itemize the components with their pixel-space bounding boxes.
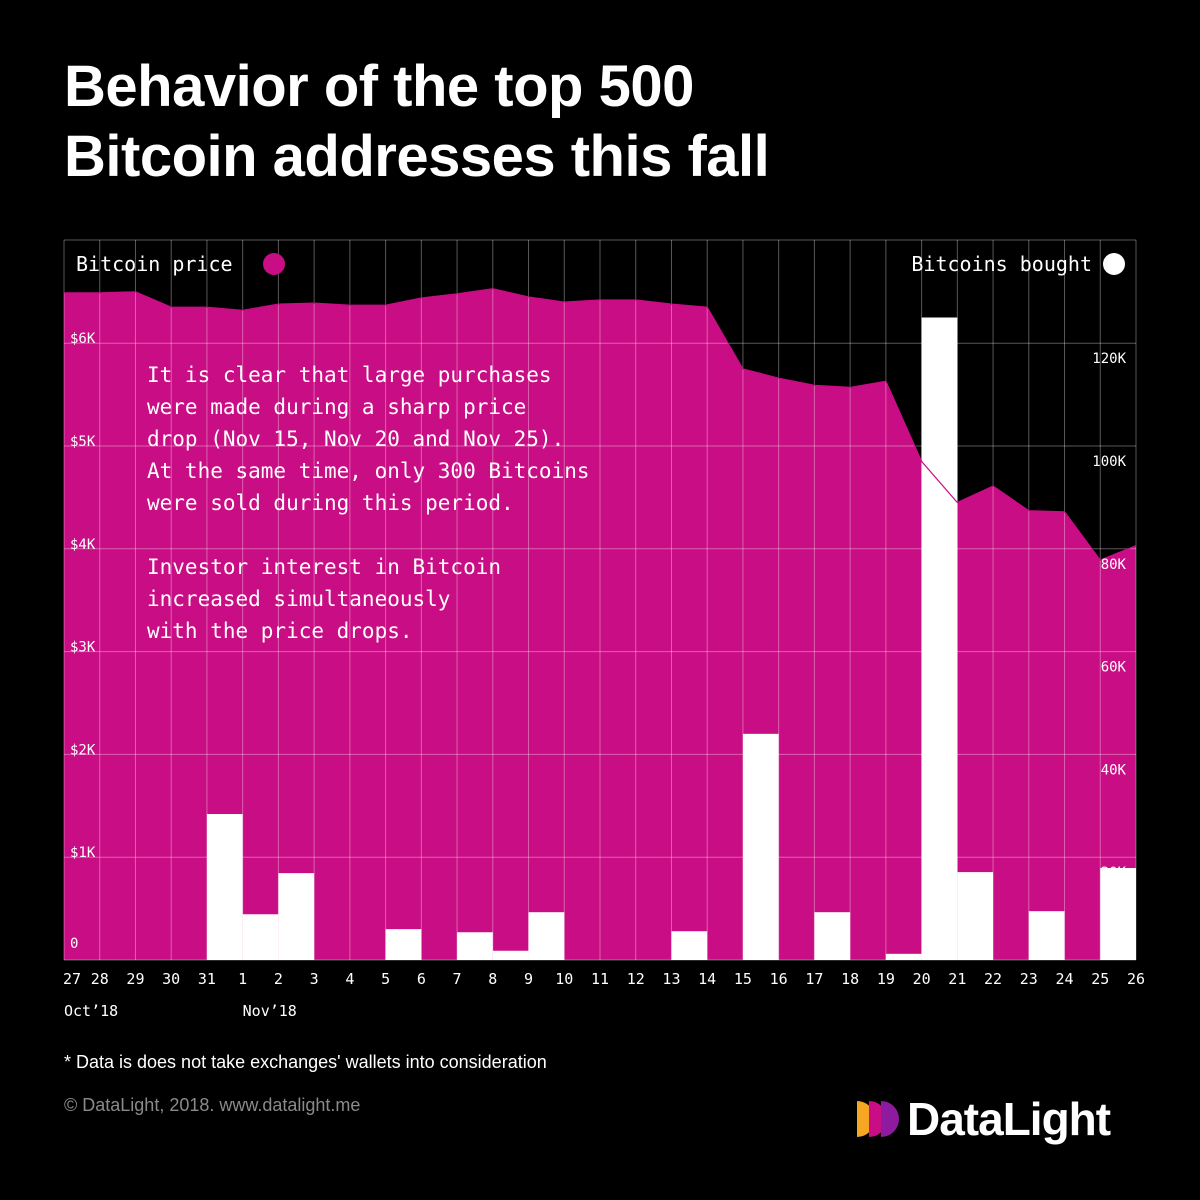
title-line-2: Bitcoin addresses this fall bbox=[64, 124, 770, 189]
datalight-logo: DataLight bbox=[855, 1092, 1111, 1146]
bought-bar bbox=[242, 914, 279, 960]
x-axis-tick: 8 bbox=[488, 970, 497, 988]
bought-bar bbox=[957, 872, 994, 960]
x-axis-tick: 5 bbox=[381, 970, 390, 988]
right-axis-tick: 40K bbox=[1101, 762, 1127, 778]
x-axis-tick: 9 bbox=[524, 970, 533, 988]
x-axis-tick: 18 bbox=[841, 970, 859, 988]
right-axis-tick: 20K bbox=[1101, 865, 1127, 881]
x-axis-tick: 21 bbox=[948, 970, 966, 988]
x-axis-tick: 22 bbox=[984, 970, 1002, 988]
x-axis-month-label: Oct’18 bbox=[64, 1002, 118, 1020]
copyright: © DataLight, 2018. www.datalight.me bbox=[64, 1095, 361, 1115]
annotation-line: increased simultaneously bbox=[147, 587, 450, 611]
footnote: * Data is does not take exchanges' walle… bbox=[64, 1052, 547, 1072]
x-axis-tick: 11 bbox=[591, 970, 609, 988]
annotation-line: drop (Nov 15, Nov 20 and Nov 25). bbox=[147, 427, 564, 451]
logo-text: DataLight bbox=[907, 1093, 1111, 1145]
x-axis-tick: 1 bbox=[238, 970, 247, 988]
annotation-line: were made during a sharp price bbox=[147, 395, 526, 419]
x-axis-tick: 16 bbox=[770, 970, 788, 988]
x-axis-tick: 17 bbox=[805, 970, 823, 988]
left-axis-tick: $3K bbox=[70, 640, 96, 656]
x-axis-tick: 10 bbox=[555, 970, 573, 988]
x-axis-tick: 24 bbox=[1056, 970, 1074, 988]
x-axis-tick: 30 bbox=[162, 970, 180, 988]
bought-bar bbox=[671, 931, 708, 960]
left-axis-tick: $5K bbox=[70, 434, 96, 450]
annotation-line: were sold during this period. bbox=[147, 491, 514, 515]
bought-bar bbox=[457, 932, 493, 960]
left-axis-tick: $6K bbox=[70, 331, 96, 347]
left-axis-tick: 0 bbox=[70, 936, 78, 952]
price-area bbox=[64, 288, 1136, 960]
bought-bar bbox=[528, 912, 565, 960]
right-axis-tick: 80K bbox=[1101, 557, 1127, 573]
x-axis-tick: 19 bbox=[877, 970, 895, 988]
bought-bar bbox=[206, 814, 243, 960]
bought-bar bbox=[814, 912, 851, 960]
x-axis-tick: 6 bbox=[417, 970, 426, 988]
x-axis-tick: 23 bbox=[1020, 970, 1038, 988]
left-axis-tick: $1K bbox=[70, 845, 96, 861]
bought-bar bbox=[921, 317, 958, 960]
x-axis-tick: 20 bbox=[913, 970, 931, 988]
bought-bar bbox=[492, 950, 529, 960]
x-axis-tick: 28 bbox=[91, 970, 109, 988]
x-axis-tick: 4 bbox=[345, 970, 354, 988]
x-axis-tick: 25 bbox=[1091, 970, 1109, 988]
x-axis-tick: 2 bbox=[274, 970, 283, 988]
chart: 0 $1K $2K $3K $4K $5K $6K 20K 40K 60K 80K 100K 120K 2… bbox=[63, 239, 1145, 1020]
left-axis-tick: $4K bbox=[70, 537, 96, 553]
legend-price-dot-icon bbox=[263, 253, 285, 275]
x-axis-tick: 12 bbox=[627, 970, 645, 988]
annotation-line: It is clear that large purchases bbox=[147, 363, 552, 387]
annotation-line: with the price drops. bbox=[147, 619, 413, 643]
x-axis-tick: 27 bbox=[63, 970, 81, 988]
x-axis-tick: 14 bbox=[698, 970, 716, 988]
annotation-line: Investor interest in Bitcoin bbox=[147, 555, 501, 579]
x-axis-month-label: Nov’18 bbox=[243, 1002, 297, 1020]
legend-price-label: Bitcoin price bbox=[76, 252, 233, 276]
price-line bbox=[64, 288, 1137, 561]
bought-bar bbox=[885, 953, 922, 960]
page-title: Behavior of the top 500 Bitcoin addresse… bbox=[64, 52, 770, 192]
x-axis-tick: 29 bbox=[126, 970, 144, 988]
bought-bar bbox=[278, 873, 315, 960]
x-axis-tick: 13 bbox=[662, 970, 680, 988]
logo-mark-icon bbox=[857, 1101, 899, 1137]
bought-bar bbox=[385, 929, 422, 960]
title-line-1: Behavior of the top 500 bbox=[64, 54, 694, 119]
x-axis-tick: 15 bbox=[734, 970, 752, 988]
bought-bar bbox=[1100, 867, 1136, 960]
legend-bought-label: Bitcoins bought bbox=[911, 252, 1092, 276]
x-axis-tick: 7 bbox=[453, 970, 462, 988]
legend-bought-dot-icon bbox=[1103, 253, 1125, 275]
annotation-line: At the same time, only 300 Bitcoins bbox=[147, 459, 590, 483]
right-axis-tick: 60K bbox=[1101, 660, 1127, 676]
x-axis-tick: 31 bbox=[198, 970, 216, 988]
bought-bar bbox=[742, 733, 779, 960]
right-axis-tick: 100K bbox=[1092, 454, 1126, 470]
x-axis-tick: 3 bbox=[310, 970, 319, 988]
x-axis-tick: 26 bbox=[1127, 970, 1145, 988]
left-axis-tick: $2K bbox=[70, 742, 96, 758]
right-axis-tick: 120K bbox=[1092, 351, 1126, 367]
bought-bar bbox=[1028, 911, 1065, 960]
